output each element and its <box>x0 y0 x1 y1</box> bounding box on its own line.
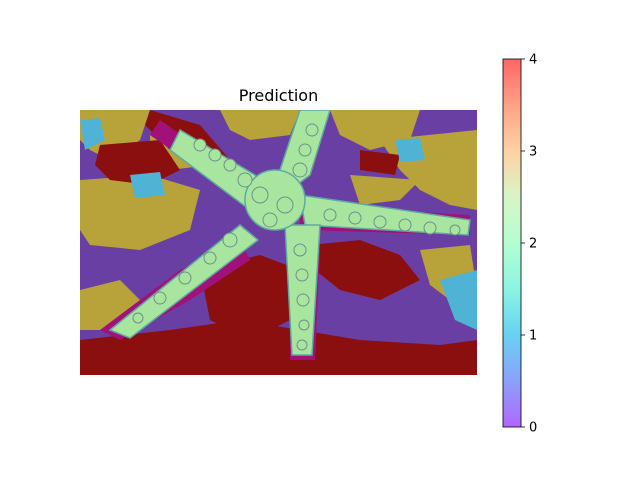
colorbar-tick-label: 0 <box>529 421 537 436</box>
colorbar-tick-label: 2 <box>529 237 537 252</box>
colorbar: 0 1 2 3 4 <box>502 53 537 436</box>
colorbar-gradient <box>503 59 521 427</box>
starfish-scales <box>132 123 461 351</box>
chart-title: Prediction <box>238 86 319 105</box>
colorbar-tick-label: 3 <box>529 145 537 160</box>
class-4-regions <box>80 110 477 375</box>
colorbar-tick-label: 4 <box>529 53 537 68</box>
colorbar-ticks: 0 1 2 3 4 <box>521 53 537 436</box>
class-1-regions <box>80 118 477 330</box>
colorbar-tick-label: 1 <box>529 329 537 344</box>
prediction-image <box>80 110 477 375</box>
